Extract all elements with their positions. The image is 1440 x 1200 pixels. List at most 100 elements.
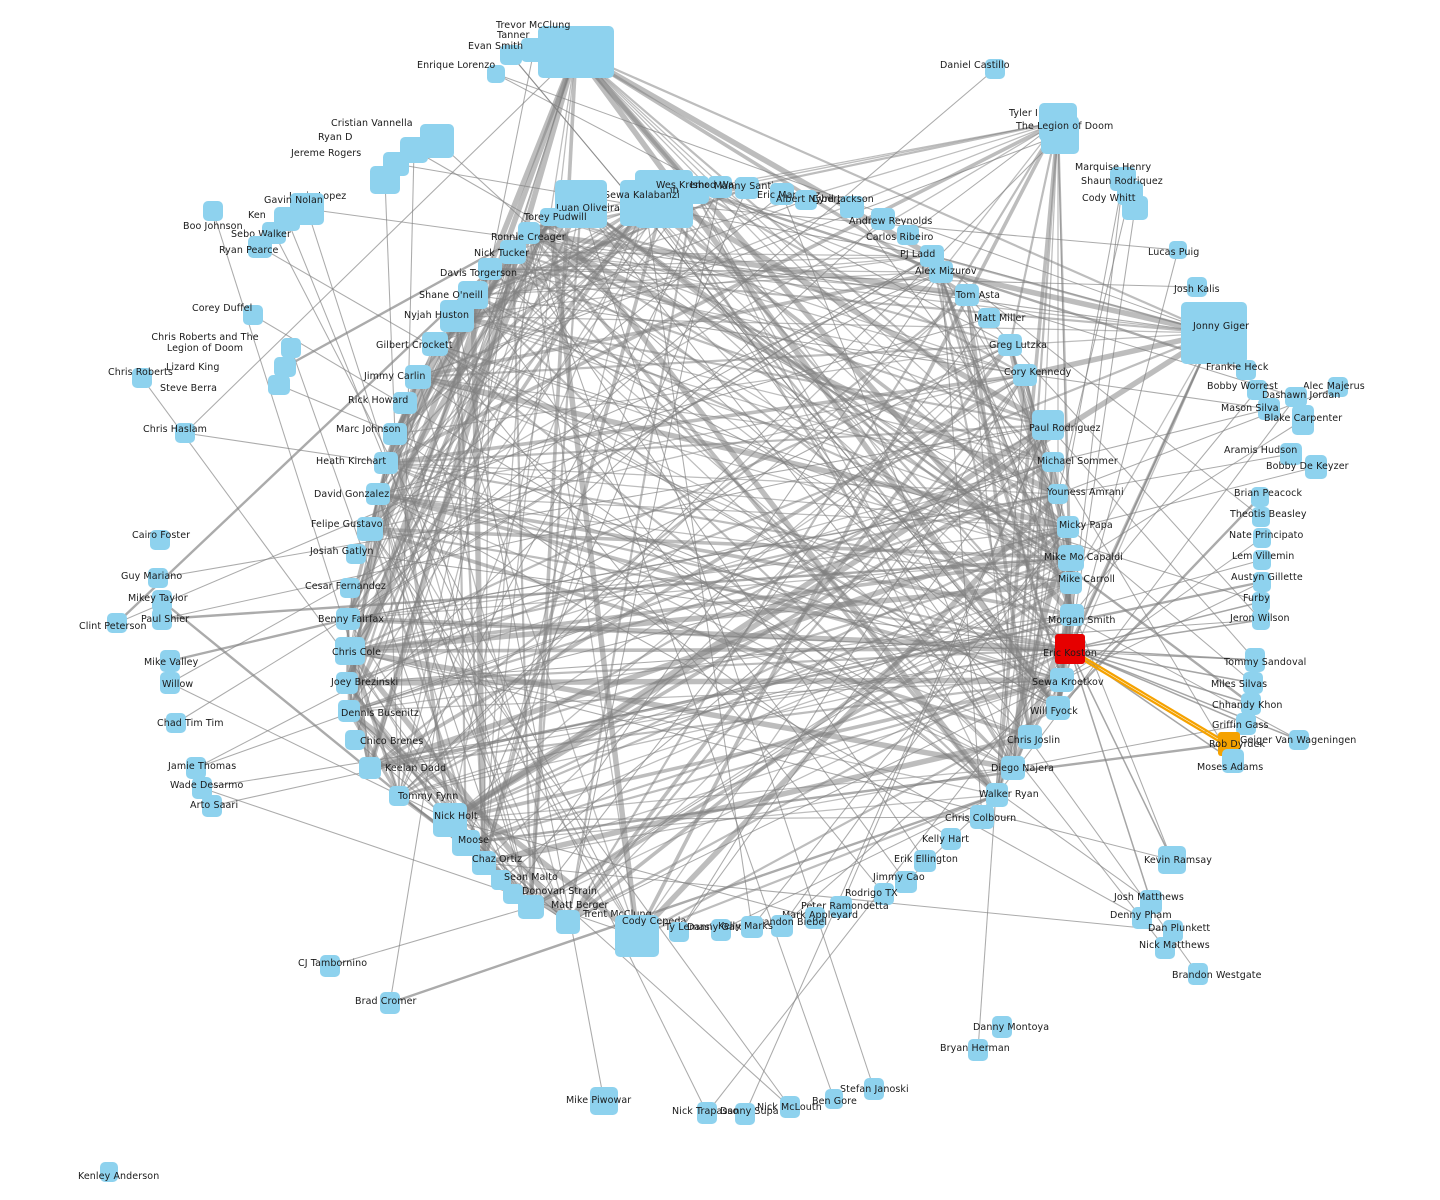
graph-node[interactable] <box>1252 507 1270 527</box>
graph-node[interactable] <box>320 955 340 977</box>
graph-node[interactable] <box>336 672 358 694</box>
graph-node[interactable] <box>735 177 759 199</box>
graph-node[interactable] <box>941 828 961 850</box>
graph-node[interactable] <box>669 922 689 942</box>
graph-node[interactable] <box>556 910 580 934</box>
graph-node[interactable] <box>359 757 381 779</box>
graph-node[interactable] <box>1032 410 1064 440</box>
graph-node[interactable] <box>1181 302 1247 364</box>
graph-node[interactable] <box>735 1103 755 1125</box>
graph-node[interactable] <box>248 236 272 258</box>
graph-node[interactable] <box>100 1162 118 1182</box>
graph-node[interactable] <box>1247 380 1267 400</box>
graph-node[interactable] <box>1060 572 1082 594</box>
graph-node[interactable] <box>871 208 895 230</box>
graph-node[interactable] <box>895 871 917 893</box>
graph-node[interactable] <box>1122 196 1148 220</box>
graph-node[interactable] <box>540 208 560 226</box>
graph-node[interactable] <box>897 225 919 245</box>
graph-node[interactable] <box>1046 696 1070 720</box>
graph-node[interactable] <box>679 176 709 204</box>
graph-node[interactable] <box>968 1039 988 1061</box>
graph-node[interactable] <box>1042 452 1064 472</box>
graph-node[interactable] <box>1050 668 1074 692</box>
graph-node[interactable] <box>518 222 540 244</box>
graph-node[interactable] <box>1253 572 1271 592</box>
graph-node[interactable] <box>1013 364 1037 386</box>
graph-node[interactable] <box>500 240 526 264</box>
graph-node[interactable] <box>1001 756 1025 780</box>
graph-node[interactable] <box>268 375 290 395</box>
graph-node[interactable] <box>1058 545 1084 571</box>
graph-node[interactable] <box>346 544 366 564</box>
graph-node[interactable] <box>336 608 360 630</box>
graph-node[interactable] <box>1241 693 1261 715</box>
graph-node[interactable] <box>374 452 398 474</box>
graph-node[interactable] <box>405 365 431 389</box>
graph-node[interactable] <box>1057 516 1079 538</box>
graph-node[interactable] <box>770 183 794 205</box>
graph-node[interactable] <box>1289 730 1309 750</box>
graph-node[interactable] <box>985 59 1005 79</box>
graph-node[interactable] <box>805 907 825 929</box>
graph-node[interactable] <box>1252 592 1270 612</box>
graph-node[interactable] <box>1305 455 1327 479</box>
graph-node[interactable] <box>243 305 263 325</box>
graph-node[interactable] <box>440 300 474 332</box>
graph-node[interactable] <box>132 368 152 388</box>
graph-node[interactable] <box>1188 963 1208 985</box>
graph-node[interactable] <box>1253 528 1271 548</box>
graph-node[interactable] <box>1055 634 1085 664</box>
graph-node[interactable] <box>590 1087 618 1115</box>
graph-node[interactable] <box>152 608 172 630</box>
graph-node[interactable] <box>874 883 894 905</box>
graph-node[interactable] <box>160 650 180 672</box>
graph-node[interactable] <box>555 180 607 228</box>
graph-node[interactable] <box>1258 398 1280 420</box>
graph-node[interactable] <box>711 919 731 941</box>
graph-node[interactable] <box>1243 672 1263 694</box>
graph-node[interactable] <box>998 334 1022 356</box>
graph-node[interactable] <box>274 357 296 377</box>
graph-node[interactable] <box>780 1096 800 1118</box>
graph-node[interactable] <box>1041 116 1079 154</box>
graph-node[interactable] <box>338 700 360 722</box>
graph-node[interactable] <box>518 895 544 919</box>
graph-node[interactable] <box>864 1078 884 1100</box>
graph-node[interactable] <box>978 308 1000 328</box>
graph-node[interactable] <box>992 1016 1012 1038</box>
graph-node[interactable] <box>1251 487 1269 507</box>
graph-node[interactable] <box>1285 387 1307 407</box>
graph-node[interactable] <box>383 423 407 445</box>
graph-node[interactable] <box>1132 907 1152 929</box>
graph-node[interactable] <box>389 786 409 806</box>
graph-node[interactable] <box>708 176 732 198</box>
graph-node[interactable] <box>1328 377 1348 397</box>
graph-node[interactable] <box>335 637 365 665</box>
graph-node[interactable] <box>192 777 212 799</box>
graph-node[interactable] <box>478 258 502 280</box>
graph-node[interactable] <box>1222 749 1244 773</box>
graph-node[interactable] <box>955 284 979 306</box>
graph-node[interactable] <box>148 568 168 588</box>
graph-node[interactable] <box>1048 484 1068 504</box>
graph-node[interactable] <box>281 338 301 358</box>
graph-node[interactable] <box>825 1089 843 1109</box>
graph-node[interactable] <box>741 916 763 938</box>
graph-node[interactable] <box>487 65 505 83</box>
graph-node[interactable] <box>340 578 360 598</box>
graph-node[interactable] <box>380 992 400 1014</box>
graph-node[interactable] <box>1158 846 1186 874</box>
graph-node[interactable] <box>620 180 670 226</box>
graph-node[interactable] <box>166 713 186 733</box>
graph-node[interactable] <box>175 423 195 443</box>
graph-node[interactable] <box>150 530 170 550</box>
graph-node[interactable] <box>357 517 383 541</box>
graph-node[interactable] <box>615 915 659 957</box>
graph-node[interactable] <box>1060 604 1084 626</box>
graph-node[interactable] <box>1236 360 1256 380</box>
graph-node[interactable] <box>1292 405 1314 435</box>
graph-node[interactable] <box>1187 277 1207 297</box>
graph-node[interactable] <box>370 166 400 194</box>
